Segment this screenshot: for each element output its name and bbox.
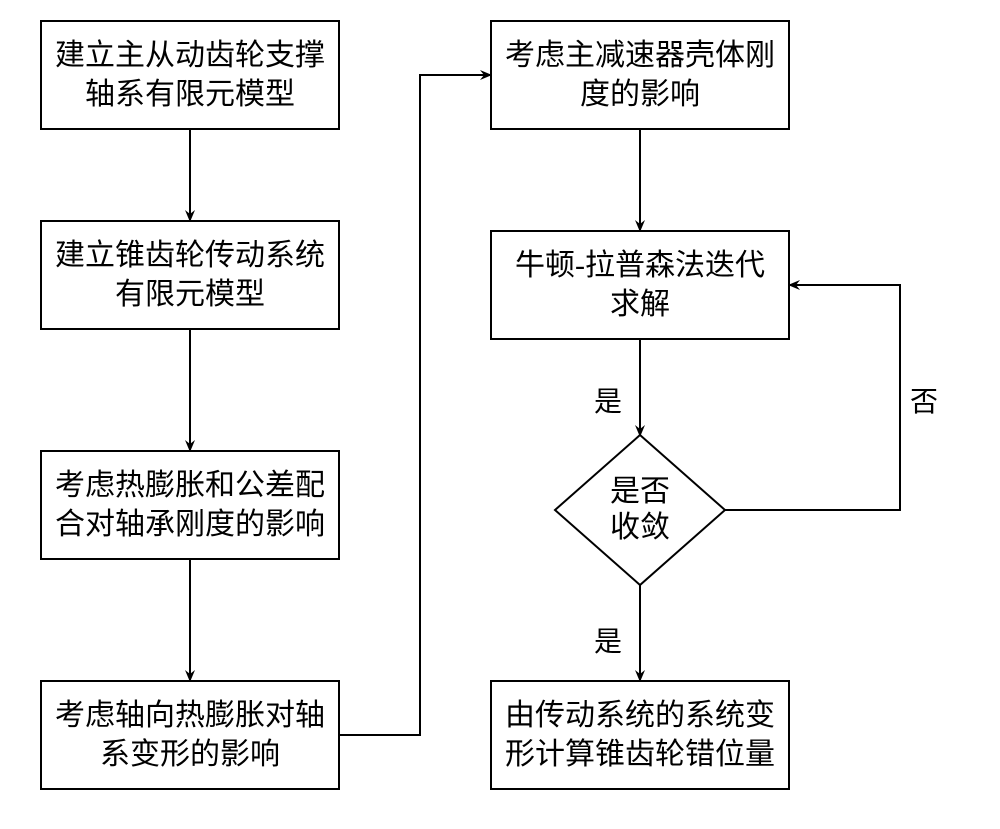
flowchart-node-text: 考虑轴向热膨胀对轴 系变形的影响 (55, 696, 325, 774)
flowchart-edge-label-7: 否 (910, 380, 938, 420)
flowchart-node-text: 由传动系统的系统变 形计算锥齿轮错位量 (505, 696, 775, 774)
flowchart-node-n7: 由传动系统的系统变 形计算锥齿轮错位量 (490, 680, 790, 790)
flowchart-canvas: 建立主从动齿轮支撑 轴系有限元模型建立锥齿轮传动系统 有限元模型考虑热膨胀和公差… (0, 0, 1000, 829)
flowchart-node-n2: 建立锥齿轮传动系统 有限元模型 (40, 220, 340, 330)
flowchart-node-n4: 考虑轴向热膨胀对轴 系变形的影响 (40, 680, 340, 790)
flowchart-node-n5: 考虑主减速器壳体刚 度的影响 (490, 20, 790, 130)
flowchart-edge-3 (340, 75, 490, 735)
flowchart-edge-label-6: 是 (594, 620, 622, 660)
flowchart-node-n1: 建立主从动齿轮支撑 轴系有限元模型 (40, 20, 340, 130)
flowchart-node-text: 牛顿-拉普森法迭代 求解 (515, 246, 765, 324)
flowchart-diamond-text-d1: 是否 收敛 (555, 435, 725, 585)
flowchart-node-text: 建立主从动齿轮支撑 轴系有限元模型 (55, 36, 325, 114)
flowchart-node-n3: 考虑热膨胀和公差配 合对轴承刚度的影响 (40, 450, 340, 560)
flowchart-edge-label-5: 是 (594, 380, 622, 420)
flowchart-node-text: 考虑主减速器壳体刚 度的影响 (505, 36, 775, 114)
flowchart-node-text: 考虑热膨胀和公差配 合对轴承刚度的影响 (55, 466, 325, 544)
flowchart-node-text: 建立锥齿轮传动系统 有限元模型 (55, 236, 325, 314)
flowchart-node-n6: 牛顿-拉普森法迭代 求解 (490, 230, 790, 340)
